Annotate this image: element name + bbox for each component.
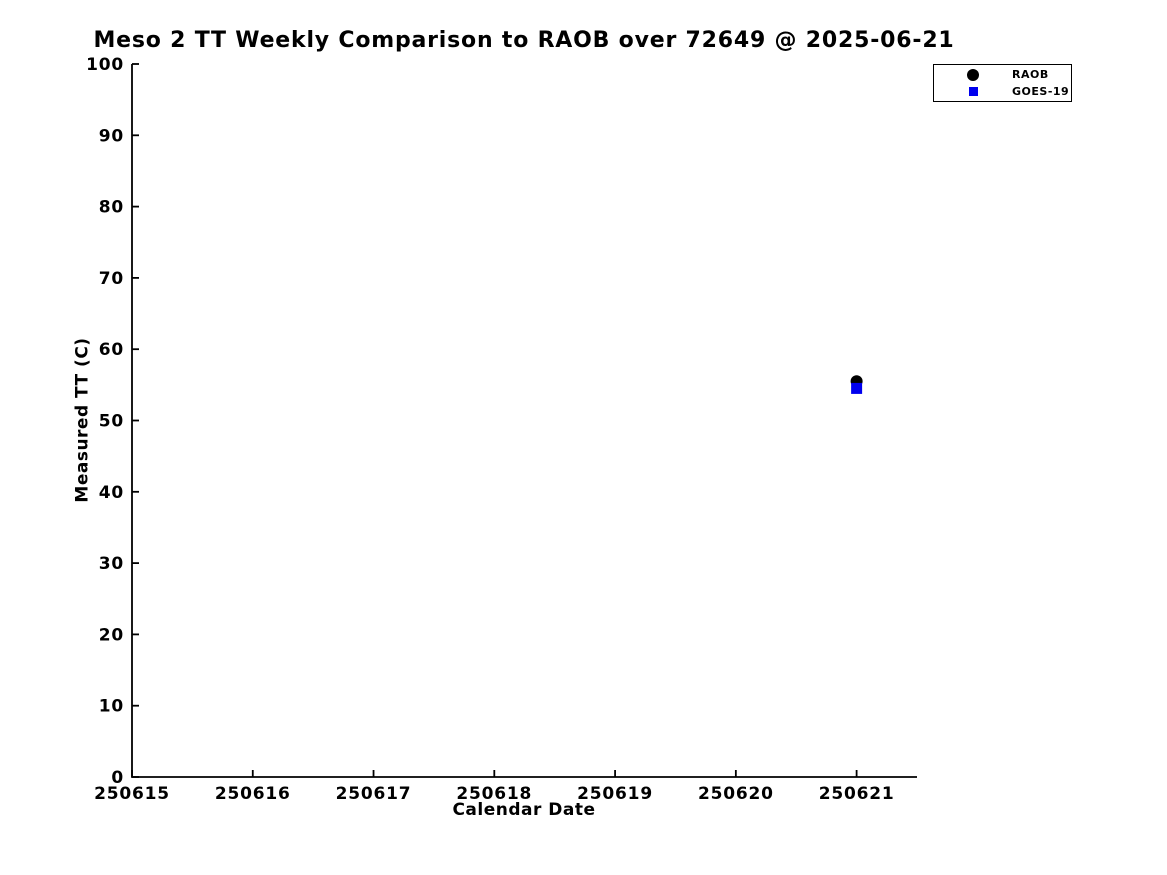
y-tick-label: 0: [111, 768, 124, 788]
legend-entry-goes-19: GOES-19: [934, 83, 1071, 100]
raob-circle-marker-icon: [934, 68, 1012, 81]
y-tick-label: 30: [99, 554, 124, 574]
x-tick-label: 250620: [698, 784, 774, 804]
x-tick-label: 250618: [456, 784, 532, 804]
x-axis-label: Calendar Date: [452, 800, 596, 820]
y-tick-label: 80: [99, 198, 124, 218]
legend-label-goes-19: GOES-19: [1012, 85, 1070, 98]
y-tick-label: 20: [99, 625, 124, 645]
y-tick-label: 50: [99, 412, 124, 432]
x-tick-label: 250621: [819, 784, 895, 804]
goes-19-square-marker-icon: [934, 87, 1012, 96]
legend-entry-raob: RAOB: [934, 66, 1071, 83]
x-tick-label: 250616: [215, 784, 291, 804]
axis-spine: [131, 64, 917, 778]
x-tick-label: 250617: [336, 784, 412, 804]
y-tick-label: 40: [99, 483, 124, 503]
y-tick-label: 70: [99, 269, 124, 289]
chart-title: Meso 2 TT Weekly Comparison to RAOB over…: [93, 28, 955, 53]
x-tick-label: 250615: [94, 784, 170, 804]
y-tick-label: 90: [99, 126, 124, 146]
legend-label-raob: RAOB: [1012, 68, 1049, 81]
y-tick-label: 60: [99, 340, 124, 360]
y-axis-label: Measured TT (C): [72, 337, 93, 503]
data-point-goes-19: [851, 382, 863, 394]
y-tick-label: 10: [99, 697, 124, 717]
y-tick-label: 100: [86, 55, 124, 75]
legend: RAOB GOES-19: [933, 64, 1072, 102]
x-tick-label: 250619: [577, 784, 653, 804]
